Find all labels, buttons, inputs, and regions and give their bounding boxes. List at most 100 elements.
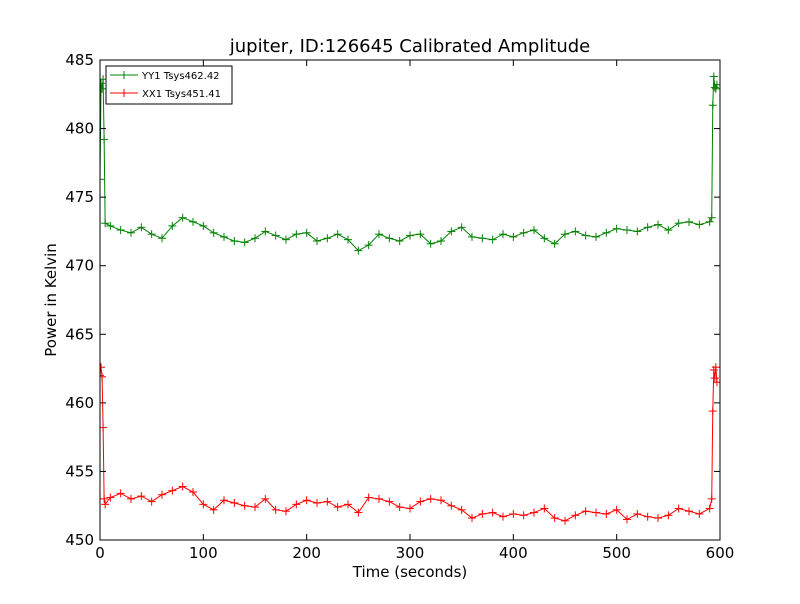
- data-point: [488, 508, 497, 517]
- data-point: [101, 500, 110, 509]
- data-point: [100, 372, 107, 381]
- data-point: [530, 226, 538, 235]
- y-tick-label: 450: [65, 531, 94, 549]
- data-point: [468, 232, 476, 241]
- data-point: [292, 230, 301, 239]
- data-point: [116, 489, 125, 498]
- data-point: [100, 363, 106, 372]
- data-point: [457, 505, 466, 514]
- data-point: [364, 241, 373, 250]
- chart-title: jupiter, ID:126645 Calibrated Amplitude: [229, 36, 590, 57]
- ticks-layer: 0 100 200 300 400 500 600 450 455 460 465 470 475 480…: [65, 51, 734, 562]
- data-point: [623, 226, 631, 235]
- y-tick-label: 460: [65, 394, 94, 412]
- data-point: [426, 239, 435, 248]
- x-tick-label: 600: [706, 544, 735, 562]
- data-point: [447, 227, 456, 236]
- data-point: [437, 237, 445, 246]
- data-point: [561, 516, 569, 525]
- legend-label: YY1 Tsys462.42: [141, 71, 220, 82]
- data-point: [488, 235, 497, 244]
- x-tick-label: 200: [292, 544, 321, 562]
- data-point: [561, 230, 569, 239]
- data-point: [116, 226, 125, 235]
- data-point: [499, 230, 507, 239]
- x-axis-label: Time (seconds): [352, 563, 468, 581]
- data-point: [623, 515, 631, 524]
- data-point: [654, 514, 662, 523]
- data-point: [220, 496, 228, 505]
- data-point: [282, 507, 290, 516]
- data-point: [612, 505, 621, 514]
- data-point: [100, 175, 104, 184]
- x-tick-label: 100: [189, 544, 218, 562]
- data-point: [581, 507, 590, 516]
- legend-entry: XX1 Tsys451.41: [110, 89, 221, 100]
- data-point: [710, 374, 719, 383]
- data-point: [271, 505, 280, 514]
- data-point: [707, 494, 716, 503]
- data-point: [127, 228, 135, 237]
- x-tick-label: 400: [499, 544, 528, 562]
- data-point: [592, 232, 600, 241]
- data-point: [106, 221, 115, 230]
- data-point: [354, 246, 363, 255]
- data-point: [100, 494, 109, 503]
- data-point: [685, 217, 693, 226]
- series-1: [100, 72, 720, 255]
- data-point: [333, 230, 342, 239]
- data-point: [302, 228, 311, 237]
- data-point: [643, 512, 652, 521]
- data-point: [168, 221, 177, 230]
- data-point: [385, 497, 394, 506]
- data-point: [282, 235, 290, 244]
- data-point: [602, 228, 611, 237]
- data-point: [168, 486, 177, 495]
- data-point: [375, 494, 383, 503]
- data-point: [685, 507, 693, 516]
- data-point: [581, 231, 590, 240]
- data-point: [189, 488, 197, 496]
- data-point: [437, 496, 445, 505]
- data-point: [385, 234, 394, 243]
- data-point: [695, 509, 704, 518]
- data-point: [707, 213, 716, 222]
- legend-box: [105, 65, 233, 105]
- data-point: [654, 220, 662, 229]
- data-point: [158, 234, 166, 243]
- y-tick-label: 470: [65, 257, 94, 275]
- data-point: [302, 496, 311, 505]
- data-point: [468, 514, 476, 523]
- data-point: [406, 504, 414, 513]
- data-point: [519, 228, 528, 237]
- data-point: [189, 217, 197, 226]
- data-point: [509, 509, 518, 518]
- data-point: [416, 497, 425, 506]
- data-point: [447, 501, 456, 510]
- data-point: [240, 501, 249, 510]
- data-point: [612, 224, 621, 233]
- data-point: [416, 230, 425, 239]
- data-point: [705, 217, 714, 226]
- data-point: [406, 231, 414, 240]
- data-point: [313, 498, 321, 507]
- data-point: [708, 407, 717, 416]
- data-point: [478, 234, 487, 243]
- data-point: [199, 221, 208, 230]
- legend-label: XX1 Tsys451.41: [142, 89, 221, 100]
- data-point: [100, 371, 104, 380]
- data-point: [457, 223, 466, 232]
- data-point: [705, 504, 714, 513]
- data-point: [137, 492, 146, 501]
- data-point: [178, 482, 187, 491]
- data-point: [633, 227, 642, 236]
- data-point: [323, 234, 332, 243]
- legend-entry: YY1 Tsys462.42: [110, 71, 220, 82]
- data-point: [709, 72, 718, 81]
- data-point: [137, 223, 146, 232]
- data-point: [375, 230, 383, 239]
- data-point: [220, 232, 228, 241]
- plot-background: [100, 60, 720, 540]
